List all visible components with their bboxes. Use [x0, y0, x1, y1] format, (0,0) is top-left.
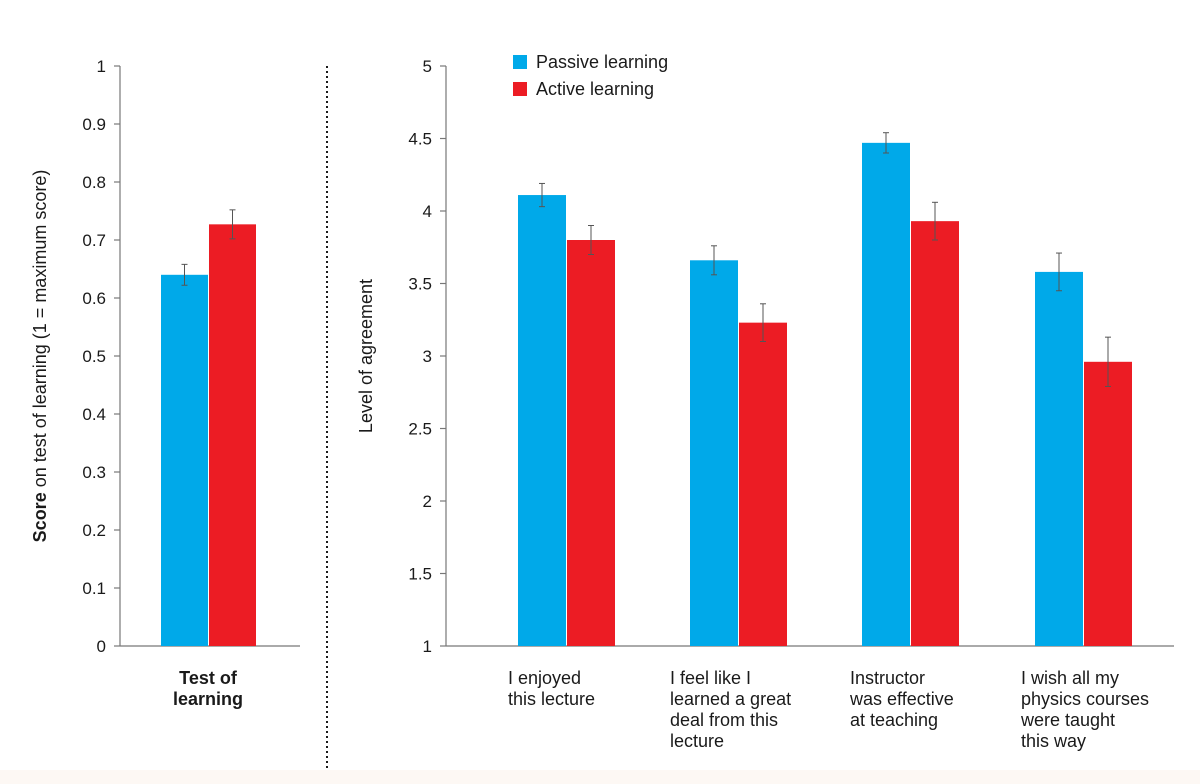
y-tick-label: 0	[97, 637, 106, 656]
legend-swatch-passive	[513, 55, 527, 69]
bar-passive	[690, 260, 738, 646]
bar-passive	[1035, 271, 1083, 646]
y-tick-label: 2	[423, 492, 432, 511]
category-label-line: learned a great	[670, 689, 791, 709]
category-label-line: deal from this	[670, 710, 778, 730]
test-of-learning-panel: 0 0.1 0.2 0.3 0.4 0.5 0.6 0.7 0.8 0.9 1 Test of lear…	[30, 57, 300, 709]
y-tick-label: 0.7	[82, 231, 106, 250]
bar-passive	[862, 142, 910, 646]
y-tick-label: 0.4	[82, 405, 106, 424]
category-label-line: lecture	[670, 731, 724, 751]
bar-active	[209, 224, 256, 646]
y-tick-label: 0.3	[82, 463, 106, 482]
category-label-line: I feel like I	[670, 668, 751, 688]
legend-label-active: Active learning	[536, 79, 654, 99]
category-label: Test of learning	[173, 668, 243, 709]
y-tick-label: 1	[423, 637, 432, 656]
category-label-line: I wish all my	[1021, 668, 1119, 688]
bar-passive	[518, 195, 566, 647]
category-label-line: this lecture	[508, 689, 595, 709]
category-label: Instructor was effective at teaching	[849, 668, 954, 730]
category-label-line: learning	[173, 689, 243, 709]
y-tick-label: 0.6	[82, 289, 106, 308]
category-label-line: Instructor	[850, 668, 925, 688]
y-tick-label: 2.5	[408, 420, 432, 439]
category-label-line: was effective	[849, 689, 954, 709]
y-tick-label: 4	[423, 202, 432, 221]
bar-active	[911, 221, 959, 646]
bar-active	[1084, 361, 1132, 646]
y-axis-title: Level of agreement	[356, 279, 376, 433]
y-axis-title-rest: on test of learning (1 = maximum score)	[30, 170, 50, 493]
category-label-line: Test of	[179, 668, 238, 688]
y-tick-label: 0.5	[82, 347, 106, 366]
y-tick-label: 4.5	[408, 130, 432, 149]
legend-swatch-active	[513, 82, 527, 96]
y-tick-label: 3.5	[408, 275, 432, 294]
category-label: I enjoyed this lecture	[508, 668, 595, 709]
y-tick-label: 1	[97, 57, 106, 76]
category-label-line: at teaching	[850, 710, 938, 730]
category-label: I wish all my physics courses were taught t…	[1020, 668, 1149, 751]
legend: Passive learning Active learning	[513, 52, 668, 99]
bar-active	[567, 240, 615, 646]
y-tick-label: 0.1	[82, 579, 106, 598]
y-tick-label: 0.8	[82, 173, 106, 192]
category-label-line: this way	[1021, 731, 1086, 751]
bottom-band	[0, 770, 1200, 784]
y-tick-label: 3	[423, 347, 432, 366]
y-axis-title: Score on test of learning (1 = maximum s…	[30, 170, 50, 543]
y-axis-title-bold: Score	[30, 492, 50, 542]
y-tick-label: 0.2	[82, 521, 106, 540]
agreement-panel: 11.522.533.544.55I enjoyed this lectureI …	[356, 57, 1174, 751]
category-label-line: I enjoyed	[508, 668, 581, 688]
bar-active	[739, 322, 787, 646]
y-tick-label: 0.9	[82, 115, 106, 134]
category-label-line: physics courses	[1021, 689, 1149, 709]
bar-passive	[161, 274, 208, 646]
y-tick-label: 1.5	[408, 565, 432, 584]
y-tick-label: 5	[423, 57, 432, 76]
category-label-line: were taught	[1020, 710, 1115, 730]
legend-label-passive: Passive learning	[536, 52, 668, 72]
